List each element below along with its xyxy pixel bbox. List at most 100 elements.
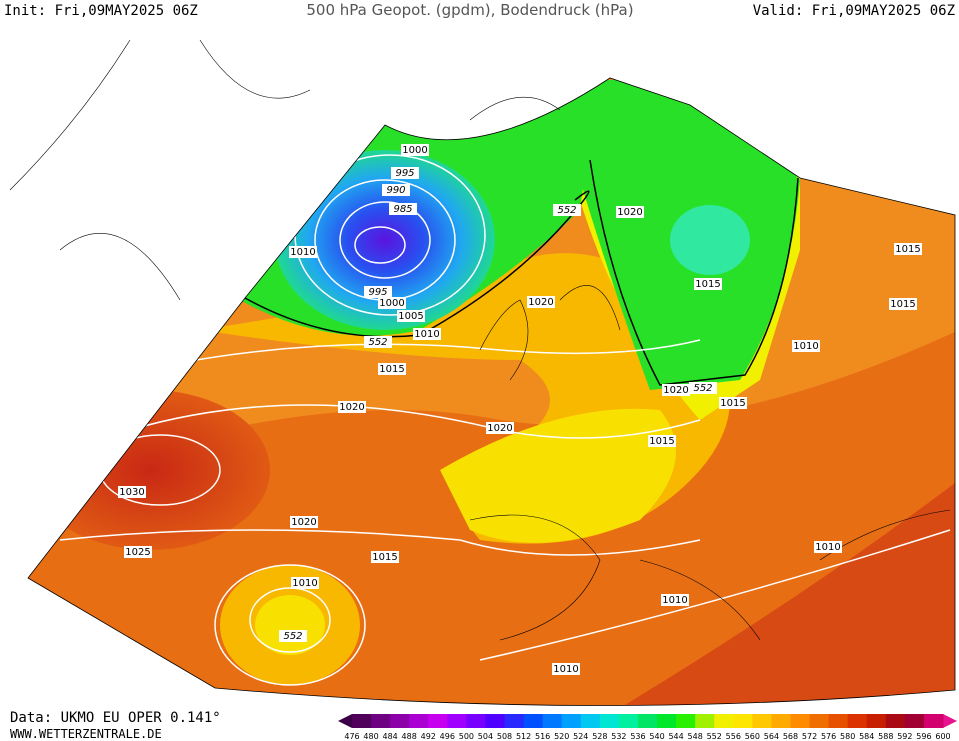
- colorbar-swatch: [790, 714, 811, 728]
- contour-label: 552: [693, 383, 712, 394]
- contour-label-box: [616, 206, 644, 218]
- contour-label: 990: [386, 185, 405, 196]
- contour-label: 1030: [119, 487, 144, 498]
- colorbar-label: 596: [916, 732, 931, 741]
- domain-border: [27, 77, 956, 706]
- data-source: Data: UKMO EU OPER 0.141°: [10, 710, 221, 726]
- colorbar-label: 564: [764, 732, 779, 741]
- colorbar-label: 600: [935, 732, 950, 741]
- colorbar-swatch: [771, 714, 791, 728]
- colorbar-label: 496: [440, 732, 455, 741]
- contour-label: 1000: [379, 298, 404, 309]
- contour-label: 1020: [663, 385, 688, 396]
- contour-label: 1005: [398, 311, 423, 322]
- contour-label-box: [378, 363, 406, 375]
- colorbar-label: 592: [897, 732, 912, 741]
- colorbar-swatch: [752, 714, 772, 728]
- colorbar-swatch: [447, 714, 467, 728]
- colorbar-swatch: [637, 714, 658, 728]
- colorbar-swatch: [809, 714, 830, 728]
- colorbar-label: 580: [840, 732, 855, 741]
- valid-time: Valid: Fri,09MAY2025 06Z: [753, 3, 955, 19]
- coastlines: [9, 39, 951, 641]
- contour-label-box: [694, 278, 722, 290]
- contour-label-box: [338, 401, 366, 413]
- colorbar-label: 540: [649, 732, 664, 741]
- colorbar-label: 532: [611, 732, 626, 741]
- colorbar-arrow-left: [338, 714, 352, 728]
- contour-labels: 1000995990985101099510001005101055210151…: [118, 144, 922, 675]
- colorbar-swatch: [714, 714, 734, 728]
- contour-label-box: [371, 551, 399, 563]
- colorbar-label: 504: [478, 732, 493, 741]
- colorbar-label: 528: [592, 732, 607, 741]
- colorbar-swatch: [523, 714, 544, 728]
- contour-label-box: [527, 296, 555, 308]
- contour-label: 985: [393, 204, 412, 215]
- colorbar-swatch: [561, 714, 582, 728]
- colorbar-label: 512: [516, 732, 531, 741]
- contour-label-box: [814, 541, 842, 553]
- colorbar-swatch: [599, 714, 620, 728]
- contour-label-box: [289, 246, 317, 258]
- contour-label: 1010: [290, 247, 315, 258]
- contour-label: 1020: [339, 402, 364, 413]
- colorbar-label: 480: [363, 732, 378, 741]
- contour-label: 1020: [528, 297, 553, 308]
- contour-label-box: [290, 516, 318, 528]
- contour-label-box: [792, 340, 820, 352]
- colorbar-label: 488: [402, 732, 417, 741]
- contour-label-box: [124, 546, 152, 558]
- contour-label-box: [389, 203, 417, 215]
- contour-label-box: [662, 384, 690, 396]
- colorbar-swatch: [695, 714, 715, 728]
- contour-label: 1020: [487, 423, 512, 434]
- contour-label: 552: [368, 337, 387, 348]
- contour-label-box: [378, 297, 406, 309]
- contour-label-box: [397, 310, 425, 322]
- contour-label: 1015: [379, 364, 404, 375]
- colorbar-label: 500: [459, 732, 474, 741]
- colorbar-label: 568: [783, 732, 798, 741]
- contour-label-box: [719, 397, 747, 409]
- site: WWW.WETTERZENTRALE.DE: [10, 727, 162, 741]
- colorbar-swatch: [866, 714, 887, 728]
- colorbar-swatch: [371, 714, 391, 728]
- map-title: 500 hPa Geopot. (gpdm), Bodendruck (hPa): [306, 1, 633, 19]
- colorbar-swatch: [428, 714, 448, 728]
- colorbar-swatch: [923, 714, 944, 728]
- contour-label-box: [279, 630, 307, 642]
- contour-label: 1020: [291, 517, 316, 528]
- contour-label: 1020: [617, 207, 642, 218]
- colorbar-swatch: [409, 714, 429, 728]
- init-time: Init: Fri,09MAY2025 06Z: [4, 3, 198, 19]
- colorbar-label: 556: [726, 732, 741, 741]
- contour-label: 1015: [890, 299, 915, 310]
- contour-label: 552: [557, 205, 576, 216]
- colorbar-swatch: [580, 714, 601, 728]
- contour-label: 995: [395, 168, 414, 179]
- colorbar-label: 552: [707, 732, 722, 741]
- contour-label-box: [553, 204, 581, 216]
- colorbar-swatch: [504, 714, 525, 728]
- contour-label: 1010: [662, 595, 687, 606]
- contour-label: 1010: [815, 542, 840, 553]
- colorbar-label: 520: [554, 732, 569, 741]
- colorbar-label: 536: [630, 732, 645, 741]
- contour-label: 1010: [793, 341, 818, 352]
- contour-label-box: [661, 594, 689, 606]
- contour-label-box: [364, 286, 392, 298]
- contour-label: 1010: [292, 578, 317, 589]
- contour-label-box: [413, 328, 441, 340]
- contour-label-box: [889, 298, 917, 310]
- contour-label-box: [364, 336, 392, 348]
- colorbar-label: 548: [688, 732, 703, 741]
- colorbar-label: 544: [668, 732, 683, 741]
- contour-label: 1000: [402, 145, 427, 156]
- colorbar-swatch: [485, 714, 506, 728]
- colorbar-label: 476: [344, 732, 359, 741]
- contour-label-box: [401, 144, 429, 156]
- contour-label-box: [894, 243, 922, 255]
